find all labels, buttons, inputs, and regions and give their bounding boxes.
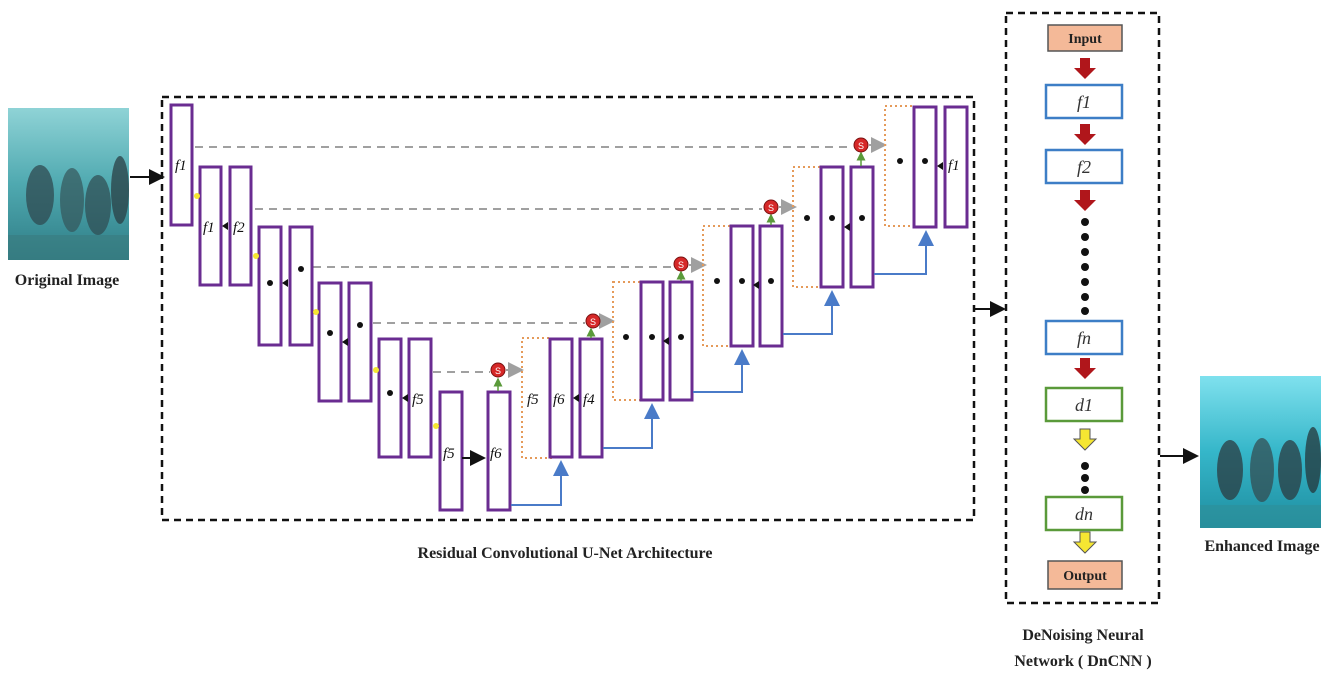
enhanced-image xyxy=(1200,376,1321,528)
dncnn-block-dn: dn xyxy=(1044,495,1124,532)
enhanced-image-label: Enhanced Image xyxy=(1204,538,1319,555)
enc-block-5b xyxy=(407,337,433,459)
block-dots xyxy=(267,158,928,396)
dec-block-3b xyxy=(758,224,784,348)
enc-block-4a xyxy=(317,281,343,403)
enc-block-1 xyxy=(169,103,194,227)
dec-block-1b xyxy=(943,105,969,229)
bottleneck-block-b xyxy=(486,390,512,512)
dncnn-ellipsis-1 xyxy=(1081,218,1089,315)
sum-node-1: S xyxy=(853,137,869,153)
concat-box-4 xyxy=(612,281,644,401)
downsample-dots xyxy=(194,193,439,429)
dec-block-4a xyxy=(639,280,665,402)
dec-block-2b xyxy=(849,165,875,289)
enc-block-4b xyxy=(347,281,373,403)
unet-blocks xyxy=(169,103,969,512)
unet-title: Residual Convolutional U-Net Architectur… xyxy=(418,545,713,562)
svg-text:dn: dn xyxy=(1075,504,1093,524)
dncnn-block-d1: d1 xyxy=(1044,386,1124,423)
enc-block-3b xyxy=(288,225,314,347)
dncnn-block-fn: fn xyxy=(1044,319,1124,356)
dec-block-4b xyxy=(668,280,694,402)
enc-block-2a xyxy=(198,165,223,287)
svg-text:Input: Input xyxy=(1068,32,1102,47)
dncnn-title-line1: DeNoising Neural xyxy=(1022,627,1144,644)
dncnn-frame xyxy=(1004,11,1161,605)
svg-text:f1: f1 xyxy=(203,220,215,236)
unet-block-labels: f1 f1 f2 f5 f5 f6 f5 f6 f4 f1 xyxy=(175,158,960,462)
svg-text:Output: Output xyxy=(1063,569,1107,584)
sum-node-4: S xyxy=(585,313,601,329)
svg-text:f4: f4 xyxy=(583,392,595,408)
dec-block-3a xyxy=(729,224,755,348)
enc-block-2b xyxy=(228,165,253,287)
dncnn-input-box: Input xyxy=(1047,24,1123,52)
unet-frame xyxy=(160,95,976,522)
enc-block-5a xyxy=(377,337,403,459)
dncnn-ellipsis-2 xyxy=(1081,462,1089,494)
dncnn-output-box: Output xyxy=(1047,560,1123,590)
bottleneck-block-a xyxy=(438,390,464,512)
svg-text:f1: f1 xyxy=(948,158,960,174)
svg-text:f5: f5 xyxy=(443,446,455,462)
sum-node-3: S xyxy=(673,256,689,272)
svg-text:S: S xyxy=(590,317,596,327)
upsample-connectors xyxy=(511,230,934,506)
svg-text:f6: f6 xyxy=(490,446,502,462)
original-image-label: Original Image xyxy=(15,272,119,289)
svg-text:S: S xyxy=(858,141,864,151)
dncnn-red-arrows xyxy=(1074,58,1096,379)
svg-text:f6: f6 xyxy=(553,392,565,408)
dec-block-1a xyxy=(912,105,938,229)
dec-block-2a xyxy=(819,165,845,289)
svg-text:f2: f2 xyxy=(1077,157,1091,177)
dec-block-5a xyxy=(548,337,574,459)
dncnn-yellow-arrows xyxy=(1072,428,1098,554)
dncnn-title-line2: Network ( DnCNN ) xyxy=(1014,653,1151,670)
sum-nodes: S S S S S xyxy=(490,137,869,378)
svg-text:f1: f1 xyxy=(1077,92,1091,112)
original-image xyxy=(8,108,129,260)
svg-text:S: S xyxy=(495,366,501,376)
concat-box-3 xyxy=(702,225,734,347)
concat-box-1 xyxy=(884,105,916,227)
svg-text:S: S xyxy=(678,260,684,270)
concat-box-2 xyxy=(792,166,824,288)
sum-node-5: S xyxy=(490,362,506,378)
svg-text:f2: f2 xyxy=(233,220,245,236)
svg-text:f5: f5 xyxy=(527,392,539,408)
dec-block-5b xyxy=(578,337,604,459)
sum-up-arrows xyxy=(493,151,866,391)
pair-arrows xyxy=(222,162,943,402)
sum-node-2: S xyxy=(763,199,779,215)
svg-text:f5: f5 xyxy=(412,392,424,408)
skip-connections xyxy=(195,146,853,373)
dncnn-block-f2: f2 xyxy=(1044,148,1124,185)
svg-text:f1: f1 xyxy=(175,158,187,174)
svg-text:d1: d1 xyxy=(1075,395,1093,415)
svg-text:fn: fn xyxy=(1077,328,1091,348)
svg-text:S: S xyxy=(768,203,774,213)
dncnn-block-f1: f1 xyxy=(1044,83,1124,120)
